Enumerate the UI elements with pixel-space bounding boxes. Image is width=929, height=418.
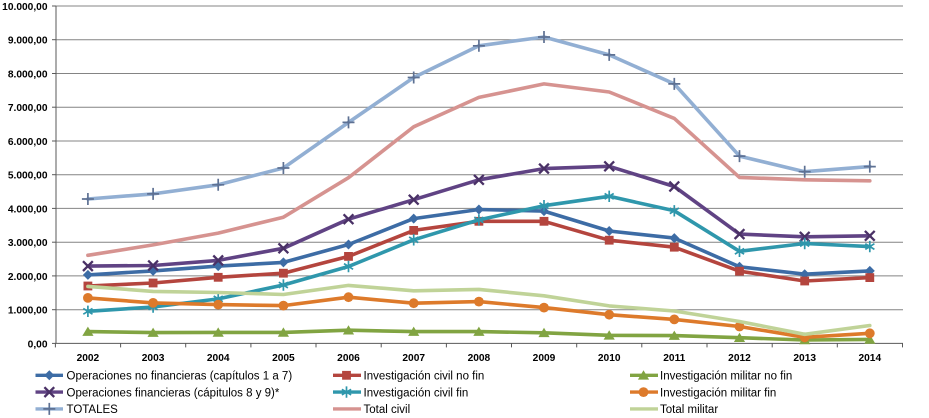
svg-text:5.000,00: 5.000,00 <box>8 171 48 182</box>
svg-text:8.000,00: 8.000,00 <box>8 69 48 80</box>
svg-text:2004: 2004 <box>207 353 230 364</box>
svg-text:2014: 2014 <box>858 353 881 364</box>
svg-text:Investigación militar fin: Investigación militar fin <box>660 387 776 399</box>
svg-text:Investigación civil fin: Investigación civil fin <box>364 387 469 399</box>
svg-text:9.000,00: 9.000,00 <box>8 36 48 47</box>
svg-text:TOTALES: TOTALES <box>67 404 119 416</box>
svg-text:1.000,00: 1.000,00 <box>8 306 48 317</box>
svg-text:Operaciones financieras (cápit: Operaciones financieras (cápitulos 8 y 9… <box>67 387 280 399</box>
svg-text:2.000,00: 2.000,00 <box>8 272 48 283</box>
svg-text:2005: 2005 <box>272 353 295 364</box>
svg-text:Operaciones no financieras (ca: Operaciones no financieras (capítulos 1 … <box>67 371 293 383</box>
svg-text:4.000,00: 4.000,00 <box>8 204 48 215</box>
svg-text:0,00: 0,00 <box>28 339 48 350</box>
svg-text:2009: 2009 <box>533 353 556 364</box>
svg-text:2013: 2013 <box>793 353 816 364</box>
svg-text:10.000,00: 10.000,00 <box>2 2 48 13</box>
svg-text:2008: 2008 <box>468 353 491 364</box>
svg-text:2010: 2010 <box>598 353 621 364</box>
svg-text:2011: 2011 <box>663 353 685 364</box>
svg-text:2007: 2007 <box>402 353 425 364</box>
svg-text:2002: 2002 <box>77 353 100 364</box>
svg-text:3.000,00: 3.000,00 <box>8 238 48 249</box>
svg-text:2012: 2012 <box>728 353 751 364</box>
svg-text:2003: 2003 <box>142 353 165 364</box>
svg-text:Total civil: Total civil <box>364 404 411 416</box>
svg-text:Investigación civil no fin: Investigación civil no fin <box>364 371 485 383</box>
svg-text:Total militar: Total militar <box>660 404 718 416</box>
svg-text:7.000,00: 7.000,00 <box>8 103 48 114</box>
svg-text:Investigación militar no fin: Investigación militar no fin <box>660 371 792 383</box>
svg-text:2006: 2006 <box>337 353 360 364</box>
svg-text:6.000,00: 6.000,00 <box>8 137 48 148</box>
